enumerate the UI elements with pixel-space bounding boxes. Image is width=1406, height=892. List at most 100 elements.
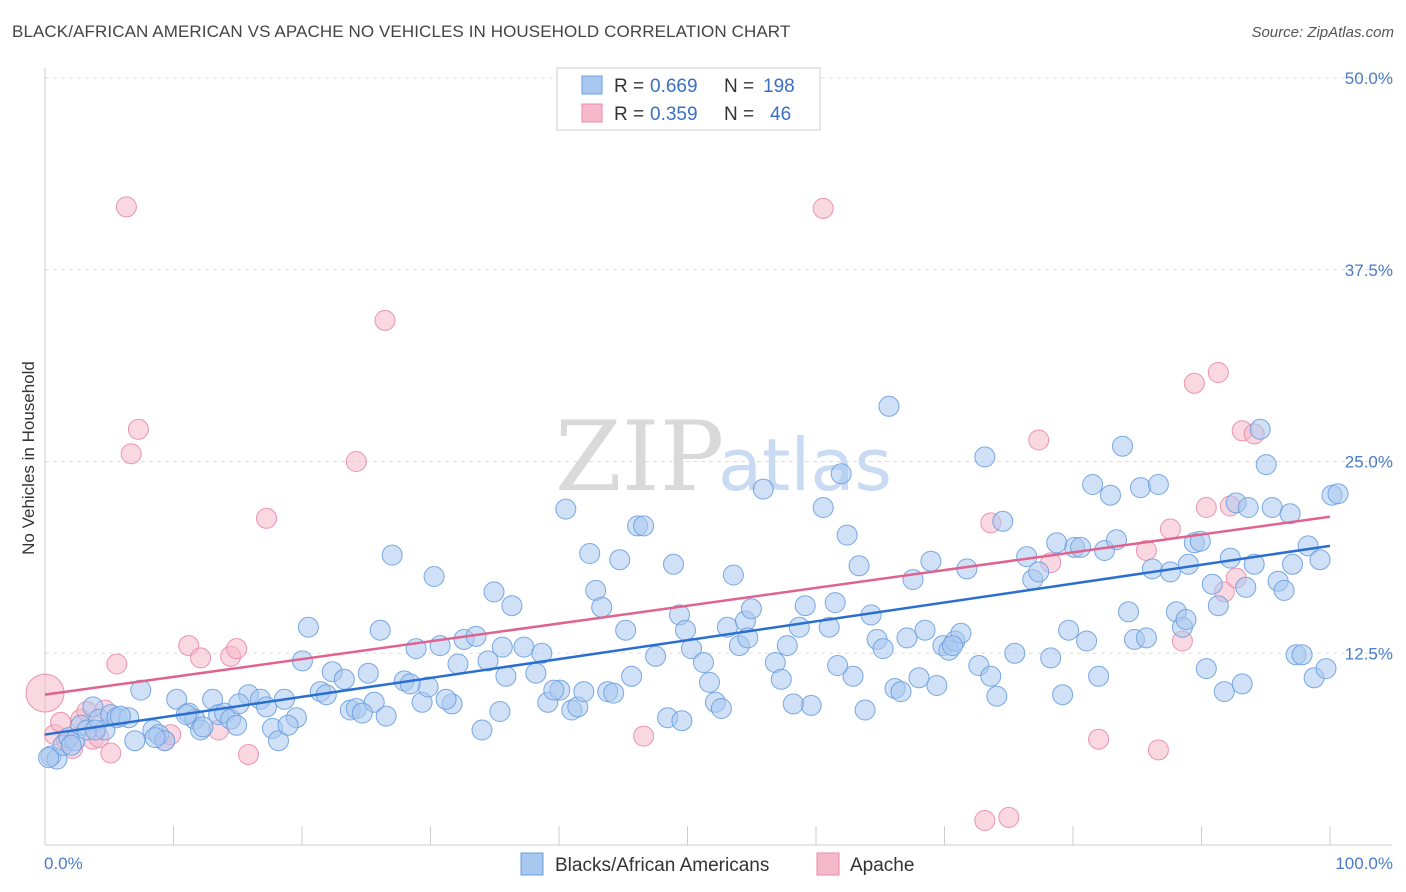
black-point — [1175, 609, 1197, 630]
black-point — [144, 727, 166, 749]
bottom-legend-swatch-pink — [816, 852, 840, 876]
watermark-atlas: atlas — [718, 423, 892, 507]
black-point — [842, 665, 864, 687]
black-point — [782, 693, 804, 715]
legend-swatch-pink — [581, 103, 603, 123]
y-tick-label: 25.0% — [1345, 453, 1393, 472]
black-point — [675, 619, 696, 641]
black-point — [1327, 483, 1349, 505]
black-point — [1279, 503, 1301, 525]
black-point — [435, 688, 457, 710]
legend-r-value-2: 0.359 — [650, 104, 698, 125]
y-tick-label: 50.0% — [1345, 69, 1393, 88]
black-point — [525, 662, 547, 684]
y-tick-label: 12.5% — [1345, 644, 1393, 663]
black-point — [1195, 658, 1217, 680]
black-point — [483, 581, 505, 603]
black-point — [1004, 642, 1026, 664]
apache-trend-line — [44, 515, 1331, 696]
series-legend: Blacks/African Americans Apache — [520, 852, 914, 876]
apache-points — [25, 196, 1265, 831]
apache-point — [812, 197, 834, 219]
black-point — [942, 635, 963, 657]
black-point — [824, 592, 846, 614]
watermark-zip: ZIP — [555, 401, 724, 513]
black-point — [827, 655, 849, 676]
black-point — [1273, 579, 1295, 601]
apache-point — [226, 638, 248, 660]
black-point — [166, 688, 188, 710]
black-point — [1147, 474, 1169, 495]
x-tick-label-end: 100.0% — [1335, 854, 1393, 873]
black-point — [1231, 673, 1253, 695]
black-point — [399, 673, 421, 695]
black-point — [375, 705, 397, 727]
black-point — [501, 595, 523, 617]
apache-point — [633, 725, 655, 747]
black-point — [974, 446, 996, 468]
black-point — [1213, 681, 1235, 703]
black-point — [872, 638, 894, 660]
black-point — [333, 668, 355, 690]
black-point — [1309, 549, 1331, 571]
tick-labels: 12.5% 25.0% 37.5% 50.0% 0.0% 100.0% — [44, 69, 1393, 873]
black-point — [84, 719, 106, 741]
black-point — [1052, 684, 1074, 706]
black-point — [920, 550, 942, 572]
apache-point — [256, 507, 277, 529]
black-point — [878, 395, 900, 417]
black-point — [1235, 576, 1257, 598]
black-point — [986, 685, 1008, 707]
black-point — [1040, 647, 1062, 669]
black-point — [908, 667, 930, 689]
black-point — [854, 699, 876, 721]
black-point — [1112, 435, 1133, 457]
black-point — [1100, 484, 1121, 506]
black-point — [555, 498, 577, 520]
black-point — [776, 635, 798, 657]
apache-point — [1159, 518, 1181, 540]
x-tick-label-start: 0.0% — [44, 854, 83, 873]
axes — [44, 68, 1392, 846]
legend-n-value-1: 198 — [763, 76, 795, 97]
black-point — [1177, 553, 1199, 575]
black-point — [491, 636, 513, 658]
black-point — [381, 544, 403, 566]
black-point — [1255, 454, 1277, 476]
apache-point — [1183, 372, 1205, 394]
black-point — [513, 636, 535, 658]
black-point — [1118, 601, 1139, 623]
black-point — [752, 478, 774, 500]
black-point — [836, 524, 858, 546]
black-point — [896, 627, 918, 649]
apache-point — [120, 443, 142, 465]
apache-point — [1207, 362, 1229, 383]
apache-point — [1195, 497, 1217, 518]
black-point — [1159, 561, 1181, 583]
black-point — [471, 719, 493, 741]
black-point — [812, 497, 834, 518]
black-point — [297, 616, 319, 638]
black-point — [531, 642, 553, 664]
black-point — [1237, 497, 1259, 518]
black-point — [770, 668, 792, 690]
black-point — [609, 549, 631, 571]
black-point — [794, 595, 816, 617]
apache-point — [238, 744, 259, 765]
apache-point — [127, 418, 149, 440]
black-point — [369, 619, 391, 641]
black-point — [926, 675, 948, 696]
chart-source: Source: ZipAtlas.com — [1251, 24, 1394, 41]
legend-n-label-2: N = — [724, 104, 754, 125]
legend-swatch-blue — [581, 75, 603, 95]
black-point — [423, 566, 445, 587]
black-trend-line — [44, 544, 1331, 736]
black-point — [351, 702, 373, 724]
bottom-legend-label-pink: Apache — [850, 855, 914, 876]
black-point — [693, 652, 714, 673]
black-point — [130, 679, 152, 701]
black-point — [277, 714, 299, 736]
legend-n-value-2: 46 — [770, 104, 791, 125]
black-point — [671, 710, 693, 732]
black-point — [818, 616, 840, 638]
